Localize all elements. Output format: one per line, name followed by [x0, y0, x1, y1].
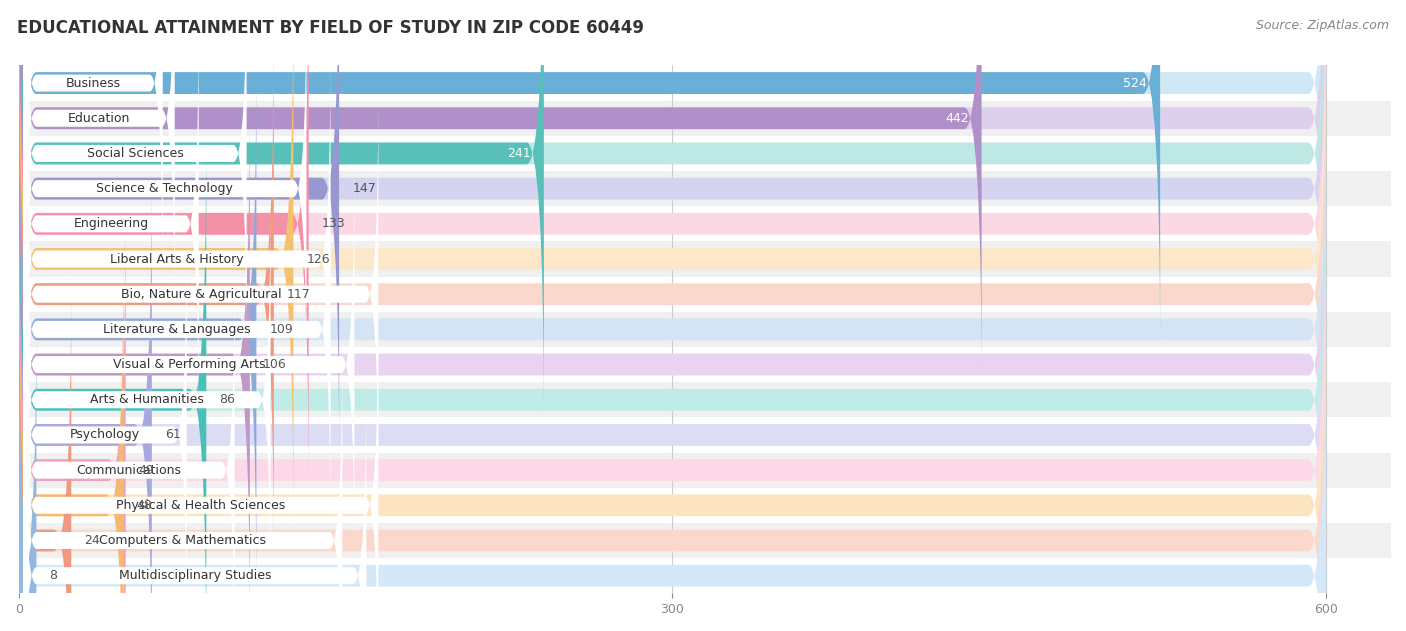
FancyBboxPatch shape: [20, 305, 37, 631]
FancyBboxPatch shape: [20, 94, 1326, 631]
Bar: [20, 523, 1391, 558]
FancyBboxPatch shape: [20, 0, 981, 389]
FancyBboxPatch shape: [24, 338, 343, 631]
Text: Engineering: Engineering: [73, 217, 149, 230]
Text: 147: 147: [352, 182, 375, 195]
FancyBboxPatch shape: [24, 21, 198, 427]
FancyBboxPatch shape: [20, 0, 1160, 353]
Text: Arts & Humanities: Arts & Humanities: [90, 393, 204, 406]
FancyBboxPatch shape: [20, 199, 125, 631]
Text: Liberal Arts & History: Liberal Arts & History: [110, 252, 243, 266]
Text: Education: Education: [67, 112, 131, 125]
Bar: [20, 276, 1391, 312]
Text: Source: ZipAtlas.com: Source: ZipAtlas.com: [1256, 19, 1389, 32]
FancyBboxPatch shape: [20, 164, 1326, 631]
Text: Visual & Performing Arts: Visual & Performing Arts: [112, 358, 266, 371]
FancyBboxPatch shape: [20, 129, 1326, 631]
Text: Science & Technology: Science & Technology: [97, 182, 233, 195]
Bar: [20, 206, 1391, 242]
FancyBboxPatch shape: [24, 0, 163, 286]
FancyBboxPatch shape: [20, 0, 1326, 353]
Bar: [20, 488, 1391, 523]
FancyBboxPatch shape: [20, 0, 1326, 424]
Bar: [20, 452, 1391, 488]
Bar: [20, 136, 1391, 171]
FancyBboxPatch shape: [20, 305, 1326, 631]
FancyBboxPatch shape: [20, 23, 274, 565]
Text: 48: 48: [136, 499, 152, 512]
Text: Physical & Health Sciences: Physical & Health Sciences: [117, 499, 285, 512]
FancyBboxPatch shape: [24, 303, 378, 631]
FancyBboxPatch shape: [20, 129, 207, 631]
FancyBboxPatch shape: [24, 232, 187, 631]
FancyBboxPatch shape: [24, 162, 354, 567]
Text: 442: 442: [945, 112, 969, 125]
Bar: [20, 171, 1391, 206]
Bar: [20, 558, 1391, 593]
Text: 133: 133: [322, 217, 346, 230]
FancyBboxPatch shape: [20, 0, 1326, 495]
FancyBboxPatch shape: [24, 268, 235, 631]
Text: 117: 117: [287, 288, 311, 301]
FancyBboxPatch shape: [20, 235, 124, 631]
Bar: [20, 242, 1391, 276]
FancyBboxPatch shape: [24, 0, 174, 321]
Text: 61: 61: [165, 428, 180, 442]
FancyBboxPatch shape: [24, 0, 246, 356]
Text: Literature & Languages: Literature & Languages: [103, 323, 250, 336]
Bar: [20, 417, 1391, 452]
Text: 24: 24: [84, 534, 100, 547]
Text: 126: 126: [307, 252, 330, 266]
Text: Computers & Mathematics: Computers & Mathematics: [100, 534, 266, 547]
Text: 8: 8: [49, 569, 58, 582]
Text: 524: 524: [1123, 76, 1147, 90]
Text: 86: 86: [219, 393, 235, 406]
Bar: [20, 347, 1391, 382]
FancyBboxPatch shape: [20, 0, 294, 529]
FancyBboxPatch shape: [20, 235, 1326, 631]
FancyBboxPatch shape: [20, 270, 72, 631]
FancyBboxPatch shape: [24, 56, 330, 462]
Bar: [20, 312, 1391, 347]
Bar: [20, 66, 1391, 101]
Text: 49: 49: [139, 464, 155, 476]
FancyBboxPatch shape: [24, 127, 330, 532]
FancyBboxPatch shape: [20, 0, 1326, 389]
FancyBboxPatch shape: [20, 0, 309, 495]
FancyBboxPatch shape: [24, 373, 367, 631]
FancyBboxPatch shape: [20, 164, 152, 631]
FancyBboxPatch shape: [20, 94, 250, 631]
Text: 106: 106: [263, 358, 287, 371]
FancyBboxPatch shape: [20, 0, 1326, 459]
Bar: [20, 101, 1391, 136]
Text: Multidisciplinary Studies: Multidisciplinary Studies: [118, 569, 271, 582]
Text: Business: Business: [66, 76, 121, 90]
Text: EDUCATIONAL ATTAINMENT BY FIELD OF STUDY IN ZIP CODE 60449: EDUCATIONAL ATTAINMENT BY FIELD OF STUDY…: [17, 19, 644, 37]
FancyBboxPatch shape: [20, 0, 339, 459]
FancyBboxPatch shape: [20, 59, 256, 600]
Text: Bio, Nature & Agricultural: Bio, Nature & Agricultural: [121, 288, 281, 301]
FancyBboxPatch shape: [20, 59, 1326, 600]
FancyBboxPatch shape: [20, 199, 1326, 631]
FancyBboxPatch shape: [24, 0, 307, 391]
FancyBboxPatch shape: [20, 0, 1326, 529]
Text: Social Sciences: Social Sciences: [87, 147, 183, 160]
FancyBboxPatch shape: [20, 23, 1326, 565]
Text: Psychology: Psychology: [70, 428, 141, 442]
FancyBboxPatch shape: [20, 270, 1326, 631]
Text: 109: 109: [270, 323, 294, 336]
Bar: [20, 382, 1391, 417]
FancyBboxPatch shape: [20, 0, 544, 424]
FancyBboxPatch shape: [24, 197, 270, 603]
Text: 241: 241: [508, 147, 531, 160]
FancyBboxPatch shape: [24, 91, 378, 497]
Text: Communications: Communications: [76, 464, 181, 476]
